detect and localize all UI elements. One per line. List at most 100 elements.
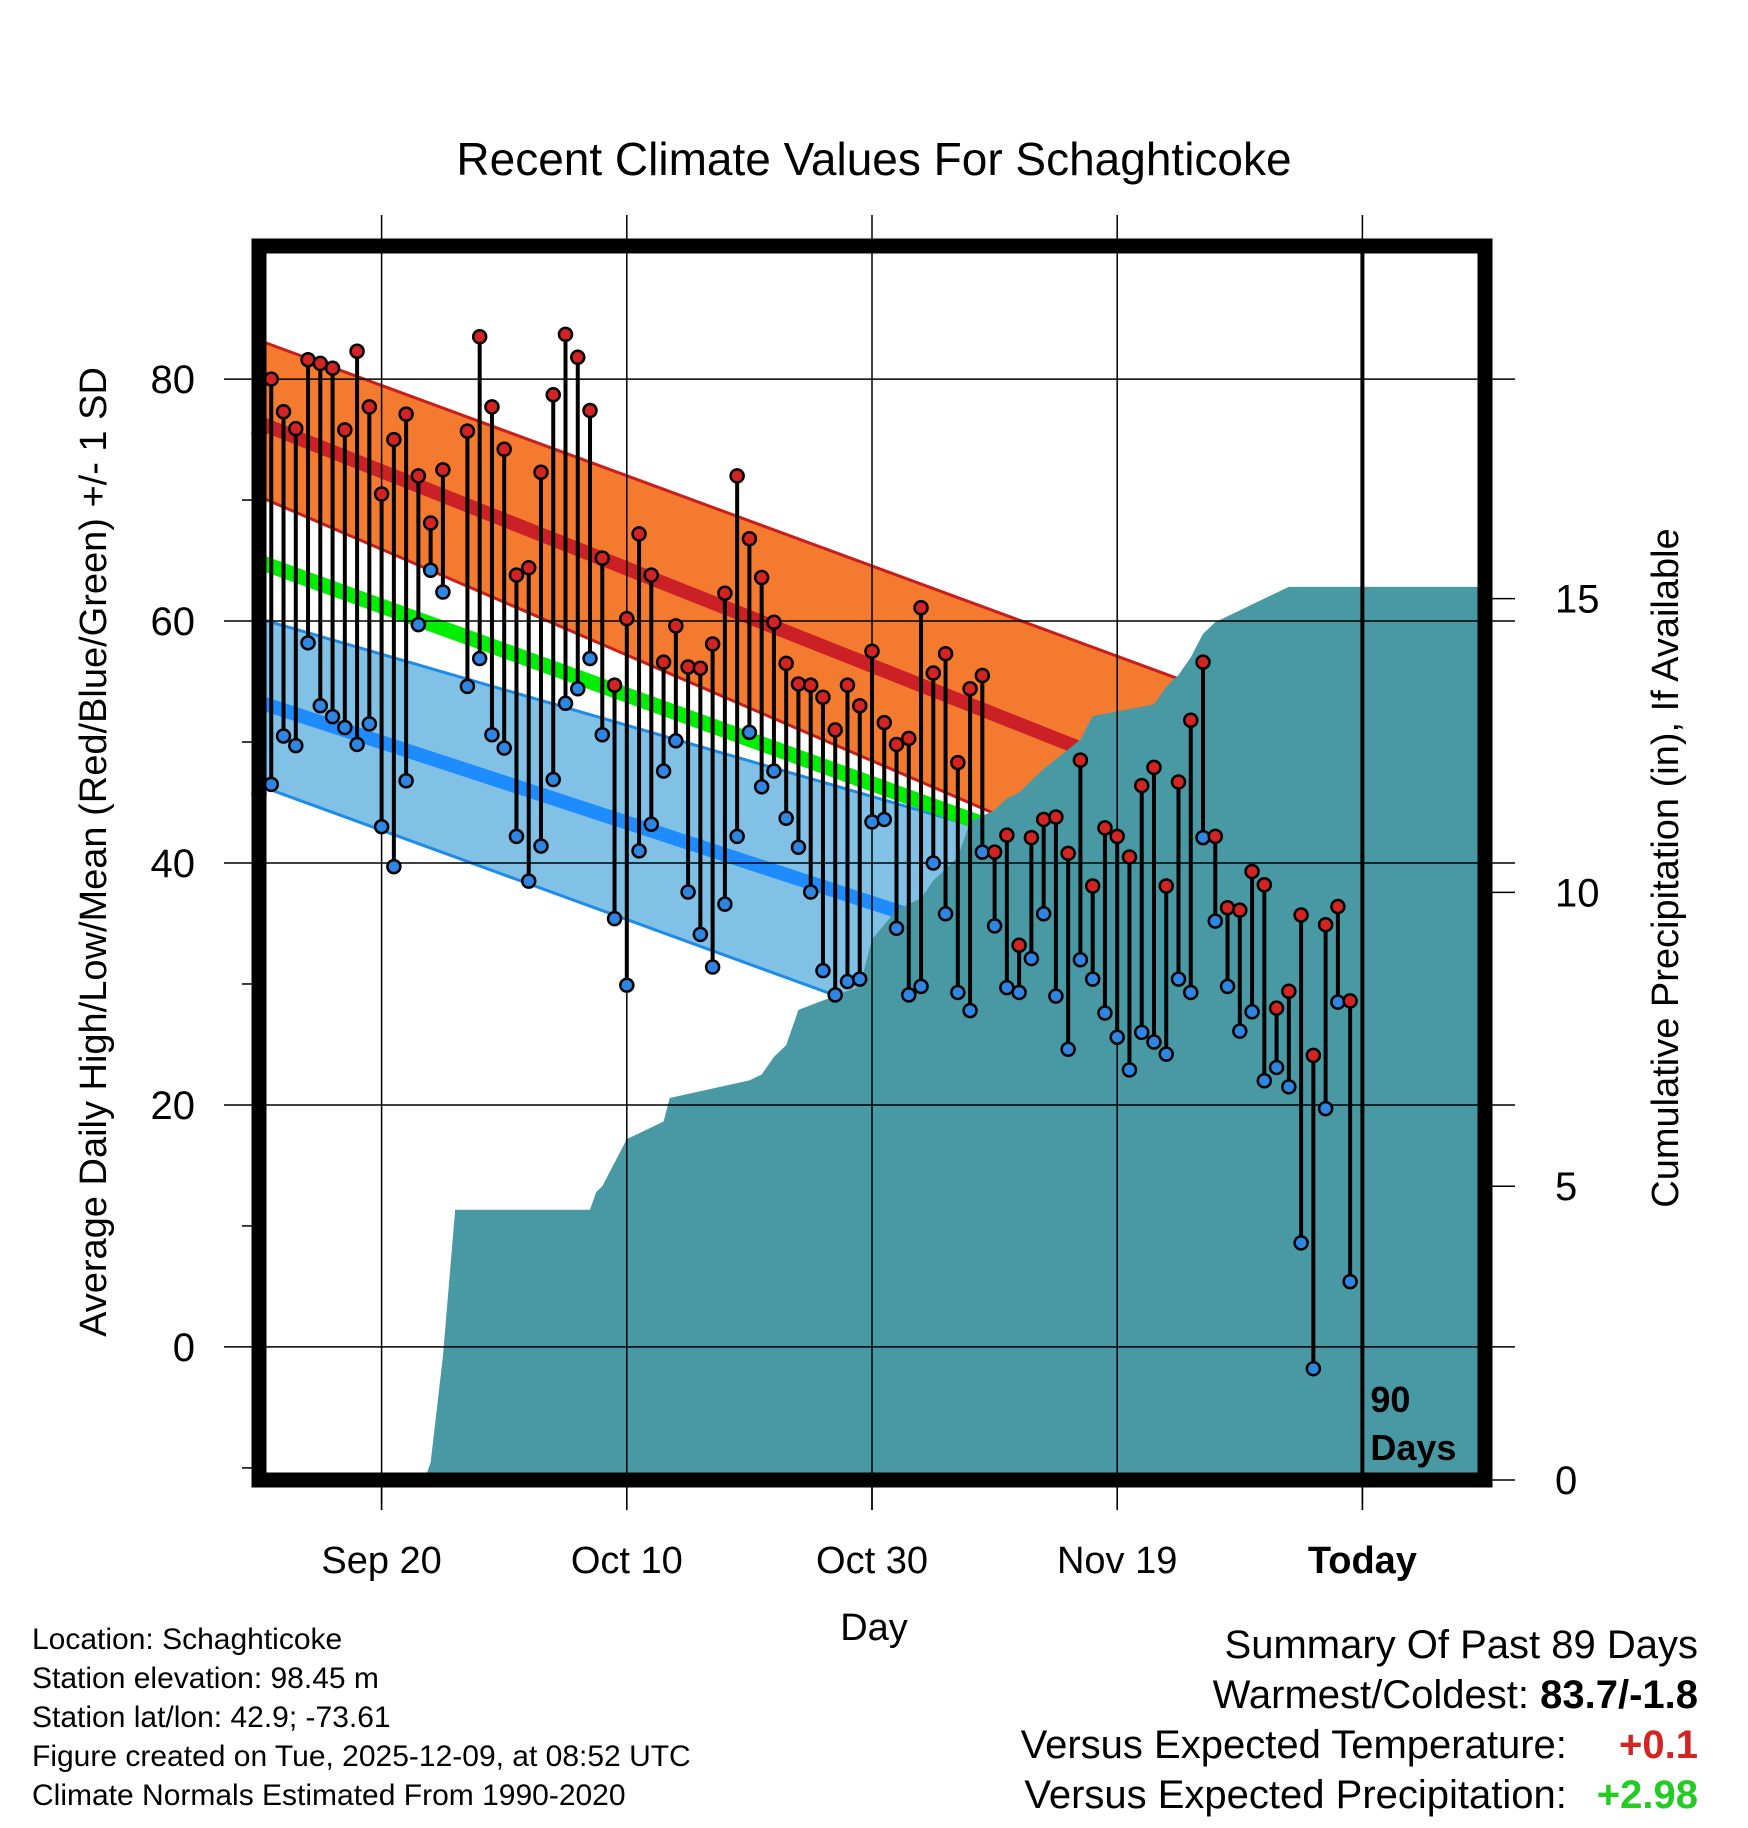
daily-low-point [570,681,586,697]
precip-anomaly-value: +2.98 [1596,1773,1698,1817]
x-tick-label: Today [1308,1540,1417,1582]
daily-low-point [1305,1360,1322,1377]
daily-high-point [1011,937,1027,954]
daily-high-point [753,569,770,586]
daily-high-point [950,754,966,771]
daily-low-point [1170,971,1187,987]
daily-low-point [901,987,917,1003]
daily-low-point [1317,1100,1334,1117]
daily-high-point [1256,877,1273,893]
daily-low-point [1109,1029,1125,1045]
daily-low-point [557,695,574,712]
daily-high-point [888,736,905,753]
x-tick-label: Oct 10 [571,1540,683,1582]
daily-low-point [888,920,905,937]
daily-low-point [471,650,488,667]
daily-low-point [1183,984,1199,1001]
daily-low-point [594,727,611,743]
y-tick-label: 40 [151,842,196,886]
daily-low-point [717,896,733,912]
precip-anomaly-row: Versus Expected Precipitation: +2.98 [1021,1770,1698,1820]
daily-low-point [692,926,709,943]
latlon-text: Station lat/lon: 42.9; -73.61 [32,1701,391,1734]
daily-high-point [508,567,525,583]
daily-high-point [1060,845,1076,862]
daily-low-point [631,843,647,859]
daily-high-point [484,399,500,415]
location-text: Location: Schaghticoke [32,1623,343,1656]
precipitation-area [424,586,1485,1480]
daily-high-point [913,599,929,616]
daily-high-point [1084,878,1101,894]
daily-high-point [631,526,647,542]
daily-high-point [1072,752,1089,768]
daily-low-point [1121,1062,1138,1078]
y2-tick-label: 10 [1555,871,1600,915]
daily-low-point [1084,971,1101,987]
daily-low-point [864,814,880,830]
daily-low-point [288,737,304,754]
daily-low-point [1207,913,1224,929]
cumulative-precip-area [424,586,1485,1480]
daily-low-point [839,973,856,990]
daily-low-point [680,884,696,900]
daily-low-point [1195,829,1211,846]
daily-high-point [876,714,893,731]
daily-low-point [1158,1046,1174,1062]
daily-high-point [570,349,586,366]
daily-high-point [729,468,745,484]
daily-low-point [1072,952,1089,968]
daily-high-point [692,660,709,676]
daily-high-point [582,402,598,419]
daily-low-point [1048,988,1064,1004]
daily-low-point [790,839,807,856]
daily-low-point [459,678,476,695]
temp-anomaly-label: Versus Expected Temperature: [1020,1723,1567,1767]
daily-low-point [361,716,378,732]
daily-high-point [533,464,549,480]
daily-low-point [349,736,365,753]
days-count-label: 90 [1370,1379,1410,1420]
daily-high-point [1207,828,1224,845]
daily-high-point [815,689,831,706]
daily-low-point [410,616,427,633]
daily-high-point [263,371,280,387]
daily-low-point [1281,1079,1297,1095]
daily-high-point [1244,863,1260,880]
daily-low-point [962,1002,978,1019]
precip-anomaly-label: Versus Expected Precipitation: [1024,1773,1567,1817]
daily-low-point [766,763,782,779]
daily-low-point [925,855,942,871]
daily-high-point [999,827,1015,843]
daily-high-point [986,844,1003,860]
daily-low-point [1146,1034,1162,1050]
y-tick-label: 20 [151,1084,196,1128]
daily-high-point [410,468,427,484]
plot-frame: 90 Days [251,238,1493,1488]
temp-anomaly-value: +0.1 [1619,1723,1698,1767]
x-tick-label: Oct 30 [816,1540,928,1582]
daily-high-point [1048,809,1064,825]
daily-high-point [361,399,378,415]
warmest-coldest-value: 83.7/-1.8 [1540,1673,1698,1717]
daily-low-point [1060,1041,1076,1058]
daily-low-point [741,724,758,741]
elevation-text: Station elevation: 98.45 m [32,1662,379,1695]
daily-low-point [1011,984,1027,1001]
daily-low-point [496,740,512,756]
daily-low-point [606,910,623,927]
daily-high-point [435,462,451,478]
daily-low-point [1035,906,1052,922]
daily-low-point [937,906,954,922]
daily-low-point [986,918,1003,934]
daily-low-point [1293,1235,1309,1251]
daily-high-point [398,406,414,422]
daily-high-point [1268,1000,1285,1016]
warmest-coldest-row: Warmest/Coldest: 83.7/-1.8 [1021,1670,1698,1720]
daily-high-point [827,722,843,738]
daily-high-point [1183,712,1199,728]
y2-tick-label: 0 [1555,1459,1577,1503]
daily-low-point [815,962,831,979]
daily-low-point [1342,1273,1358,1290]
temp-anomaly-row: Versus Expected Temperature: +0.1 [1021,1720,1698,1770]
